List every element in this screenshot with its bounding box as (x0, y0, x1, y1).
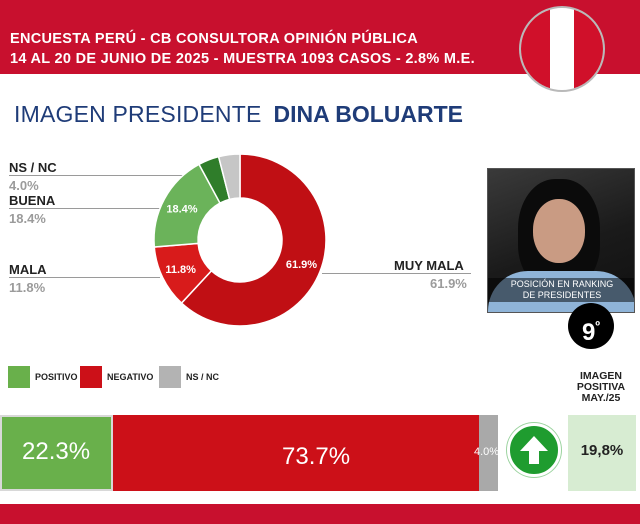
bar-value-negativo: 73.7% (282, 443, 351, 470)
value-muy-mala: 61.9% (430, 276, 467, 291)
legend-swatch-positivo (8, 366, 30, 388)
photo-caption: POSICIÓN EN RANKING DE PRESIDENTES (488, 278, 634, 302)
legend-swatch-nsnc (159, 366, 181, 388)
legend-label-negativo: NEGATIVO (107, 372, 154, 382)
ranking-badge: 9º (568, 303, 614, 349)
value-mala: 11.8% (9, 280, 46, 295)
bar-value-nsnc: 4.0% (474, 446, 500, 458)
survey-details: 14 AL 20 DE JUNIO DE 2025 - MUESTRA 1093… (10, 51, 475, 67)
legend-label-nsnc: NS / NC (186, 372, 220, 382)
donut-label-buena: 18.4% (166, 204, 197, 216)
label-mala: MALA (9, 262, 47, 277)
title-name: DINA BOLUARTE (273, 101, 464, 127)
donut-chart: 61.9% 11.8% 18.4% (153, 153, 327, 327)
leader-muy-mala (322, 273, 471, 274)
leader-mala (9, 277, 160, 278)
footer-bar (0, 504, 640, 524)
legend-swatch-negativo (80, 366, 102, 388)
bar-value-positivo: 22.3% (22, 438, 91, 465)
page-title: IMAGEN PRESIDENTE DINA BOLUARTE (14, 101, 463, 128)
president-photo: POSICIÓN EN RANKING DE PRESIDENTES (487, 168, 635, 313)
leader-buena (9, 208, 162, 209)
legend-label-positivo: POSITIVO (35, 372, 78, 382)
label-buena: BUENA (9, 193, 56, 208)
arrow-up-icon (507, 423, 561, 477)
bar-negativo (113, 415, 479, 491)
leader-nsnc (9, 175, 230, 176)
donut-slice-muy-mala (180, 153, 327, 327)
comparison-value: 19,8% (580, 442, 624, 459)
donut-label-muy-mala: 61.9% (286, 259, 317, 271)
donut-slice-ns-nc (217, 153, 241, 201)
value-nsnc: 4.0% (9, 178, 39, 193)
label-muy-mala: MUY MALA (394, 258, 464, 273)
label-nsnc: NS / NC (9, 160, 57, 175)
donut-label-mala: 11.8% (165, 264, 196, 276)
ranking-number: 9 (581, 319, 596, 346)
bar-positivo (0, 415, 113, 491)
ranking-ordinal: º (595, 318, 601, 333)
survey-source: ENCUESTA PERÚ - CB CONSULTORA OPINIÓN PÚ… (10, 31, 418, 47)
comparison-label: IMAGEN POSITIVA MAY./25 (576, 370, 626, 404)
value-buena: 18.4% (9, 211, 46, 226)
comparison-box (568, 415, 636, 491)
peru-flag-icon (519, 6, 605, 92)
bar-nsnc (479, 415, 498, 491)
title-prefix: IMAGEN PRESIDENTE (14, 101, 262, 127)
